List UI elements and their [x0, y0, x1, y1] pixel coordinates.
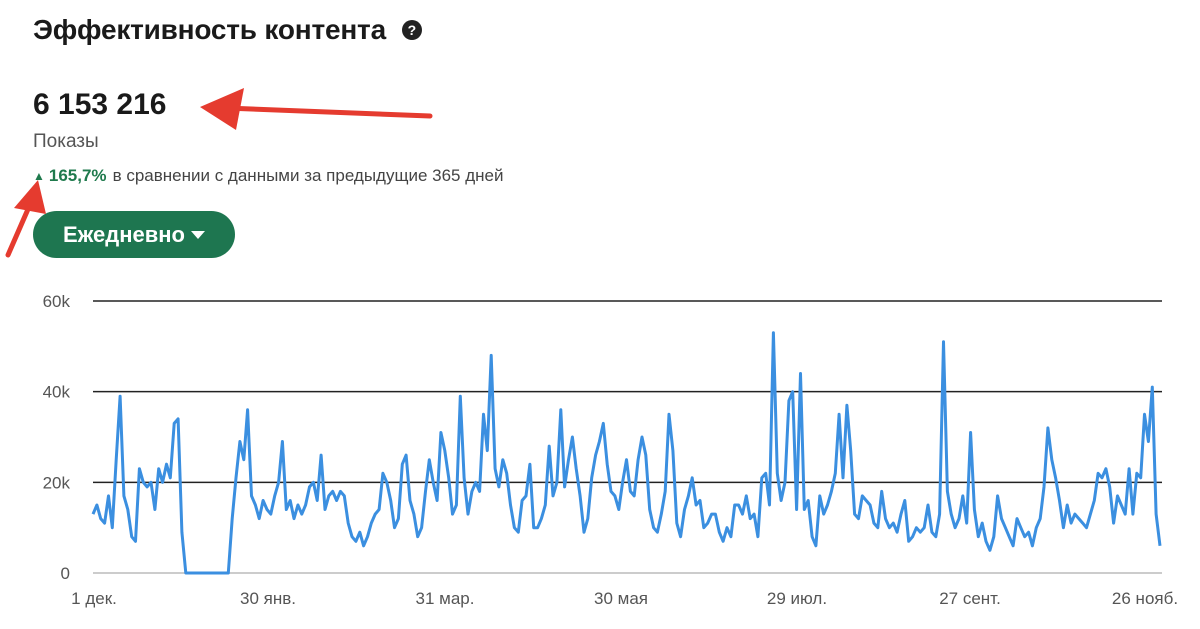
change-percent: 165,7% [48, 166, 107, 185]
x-tick-label: 29 июл. [767, 589, 827, 608]
frequency-button-label: Ежедневно [63, 221, 185, 247]
page-title: Эффективность контента [33, 14, 386, 45]
caret-down-icon [190, 230, 205, 239]
y-tick-label: 20k [43, 473, 71, 492]
x-tick-label: 30 янв. [240, 589, 296, 608]
x-tick-label: 1 дек. [71, 589, 117, 608]
y-tick-label: 0 [61, 564, 70, 583]
impressions-value: 6 153 216 [33, 88, 167, 121]
help-circle-icon[interactable]: ? [401, 20, 422, 40]
comparison-row: ▲ 165,7% в сравнении с данными за предыд… [33, 166, 503, 186]
x-tick-label: 30 мая [594, 589, 648, 608]
header: Эффективность контента ? [33, 14, 422, 46]
series-line [91, 331, 1162, 575]
y-tick-label: 60k [43, 292, 71, 311]
comparison-text: в сравнении с данными за предыдущие 365 … [112, 166, 504, 185]
triangle-up-icon: ▲ [33, 169, 45, 183]
impressions-label: Показы [33, 131, 99, 152]
frequency-dropdown-button[interactable]: Ежедневно [33, 211, 235, 258]
x-tick-label: 31 мар. [416, 589, 475, 608]
x-tick-label: 26 нояб. [1112, 589, 1178, 608]
y-tick-label: 40k [43, 383, 71, 402]
x-tick-label: 27 сент. [939, 589, 1001, 608]
